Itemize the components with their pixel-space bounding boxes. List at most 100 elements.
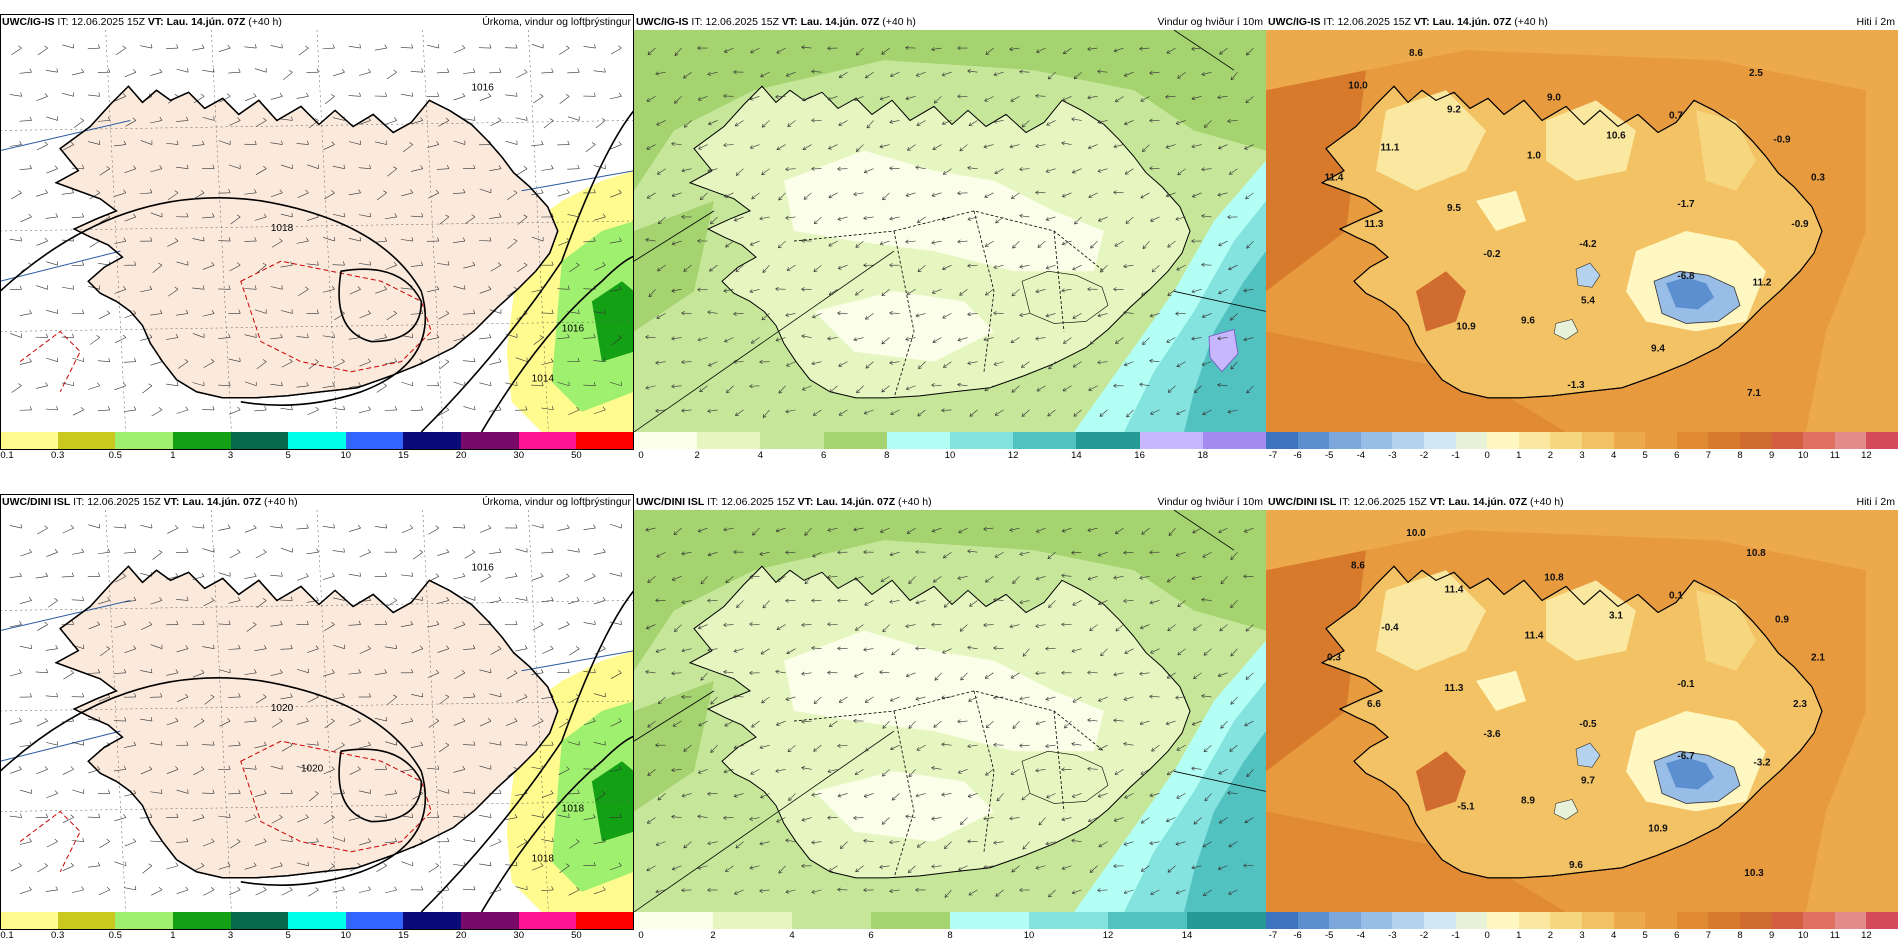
valid-time: Lau. 14.jún. 07Z [182,496,262,508]
colorbar-swatch [230,912,289,929]
colorbar-swatch [1424,432,1457,449]
colorbar-swatch [57,912,116,929]
colorbar-swatch [518,432,577,449]
colorbar-swatch [1013,432,1077,449]
init-time: 12.06.2025 15Z [87,496,161,508]
temperature-label: -0.2 [1483,249,1501,260]
colorbar-swatch [950,912,1030,929]
colorbar-tick: -7 [1268,930,1278,941]
colorbar-swatch [0,912,59,929]
temperature-label: -0.9 [1791,219,1809,230]
colorbar-swatch [1076,432,1141,449]
init-time: 12.06.2025 15Z [1353,496,1427,508]
colorbar-swatch [760,432,825,449]
colorbar-swatch [1771,432,1804,449]
colorbar-swatch [518,912,577,929]
panel-header: UWC/DINI ISL IT: 12.06.2025 15Z VT: Lau.… [1266,494,1898,510]
colorbar-swatch [1613,912,1646,929]
colorbar-swatch [713,912,793,929]
colorbar-swatch [1297,912,1330,929]
colorbar: -7 -6 -5 -4 -3 -2 -1 0 1 2 3 4 5 6 7 8 9 10 11 12 [1266,912,1898,941]
colorbar-tick: 16 [1134,450,1145,461]
colorbar-tick: 8 [1737,450,1743,461]
colorbar-swatch [1266,432,1299,449]
colorbar-tick: -2 [1419,450,1429,461]
temperature-label: 2.5 [1749,68,1763,79]
temperature-label: 11.4 [1325,173,1344,184]
panel-header-left: UWC/IG-IS IT: 12.06.2025 15Z VT: Lau. 14… [2,14,282,30]
isobar-label: 1014 [532,374,555,385]
isobar-label: 1018 [532,854,555,865]
temperature-label: 8.9 [1521,795,1535,806]
colorbar-tick: 15 [398,450,409,461]
colorbar-tick: -6 [1293,930,1302,941]
colorbar-swatch [1455,432,1488,449]
colorbar-tick: 9 [1768,450,1775,461]
temperature-labels: 10.0 8.6 11.4 10.8 0.1 10.8 -0.4 3.1 11.4 0.9 0.3 2… [1327,528,1825,879]
lead-time: (+40 h) [264,496,298,508]
colorbar-tick: 50 [571,930,582,941]
init-time-label: IT: [57,16,69,28]
panel-header: UWC/IG-IS IT: 12.06.2025 15Z VT: Lau. 14… [1266,14,1898,30]
colorbar-tick: 6 [1674,930,1680,941]
init-time: 12.06.2025 15Z [705,16,779,28]
isobar-label: 1016 [562,323,585,334]
colorbar: 0 2 4 6 8 10 12 14 16 18 [634,432,1266,461]
colorbar-tick: 30 [513,930,525,941]
panel-header: UWC/DINI ISL IT: 12.06.2025 15Z VT: Lau.… [0,494,634,510]
init-time-label: IT: [707,496,719,508]
colorbar-swatch [576,432,634,449]
isobar-label: 1016 [471,82,494,93]
map-temp: 10.0 8.6 11.4 10.8 0.1 10.8 -0.4 3.1 11.4 0.9 0.3 2… [1266,510,1898,912]
init-time-label: IT: [73,496,85,508]
colorbar-swatch [1834,912,1867,929]
valid-time-label: VT: [147,16,164,28]
isobar-label: 1018 [271,223,294,234]
map-wind [634,30,1266,432]
colorbar-tick: 2 [710,930,716,941]
colorbar-swatch [172,912,232,929]
init-time-label: IT: [1323,16,1335,28]
colorbar-swatch [886,432,951,449]
colorbar-tick: -3 [1388,450,1397,461]
colorbar-tick: 2 [694,450,700,461]
temperature-label: -0.5 [1579,719,1597,730]
temperature-label: 8.6 [1409,48,1423,59]
colorbar-tick: 1 [1516,930,1522,941]
colorbar-swatch [1740,432,1773,449]
colorbar-swatch [461,432,520,449]
colorbar-tick: -1 [1451,930,1460,941]
colorbar-swatch [1645,912,1678,929]
colorbar-tick: 15 [398,930,409,941]
colorbar-tick: 10 [1797,450,1809,461]
colorbar-tick: 12 [1007,450,1019,461]
colorbar-swatch [1803,912,1836,929]
temperature-label: 9.2 [1447,104,1461,115]
temperature-label: 11.4 [1525,631,1544,642]
forecast-panel-precip: UWC/DINI ISL IT: 12.06.2025 15Z VT: Lau.… [0,494,634,946]
colorbar-tick: 10 [1797,930,1809,941]
colorbar-swatch [950,432,1014,449]
colorbar-tick: 10 [340,450,352,461]
colorbar-swatch [634,432,698,449]
model-name: UWC/DINI ISL [1268,496,1337,508]
colorbar-tick: 1 [170,450,176,461]
colorbar-tick: 5 [1642,450,1648,461]
temperature-label: 11.3 [1445,683,1464,694]
panel-header: UWC/DINI ISL IT: 12.06.2025 15Z VT: Lau.… [634,494,1266,510]
temperature-label: 9.4 [1651,344,1665,355]
colorbar-tick: 10 [944,450,956,461]
temperature-label: 10.3 [1744,868,1764,879]
colorbar-tick: 8 [947,930,953,941]
colorbar-tick: 11 [1829,450,1840,461]
valid-time-label: VT: [163,496,180,508]
valid-time: Lau. 14.jún. 07Z [1432,16,1512,28]
colorbar-tick: 0 [638,930,644,941]
temperature-label: 10.8 [1746,548,1766,559]
temperature-label: 8.6 [1351,560,1365,571]
colorbar-tick: 12 [1861,450,1872,461]
temperature-label: 0.3 [1811,173,1825,184]
colorbar-tick: 14 [1071,450,1082,461]
colorbar-tick: 0 [1484,930,1490,941]
colorbar-tick: 50 [571,450,582,461]
